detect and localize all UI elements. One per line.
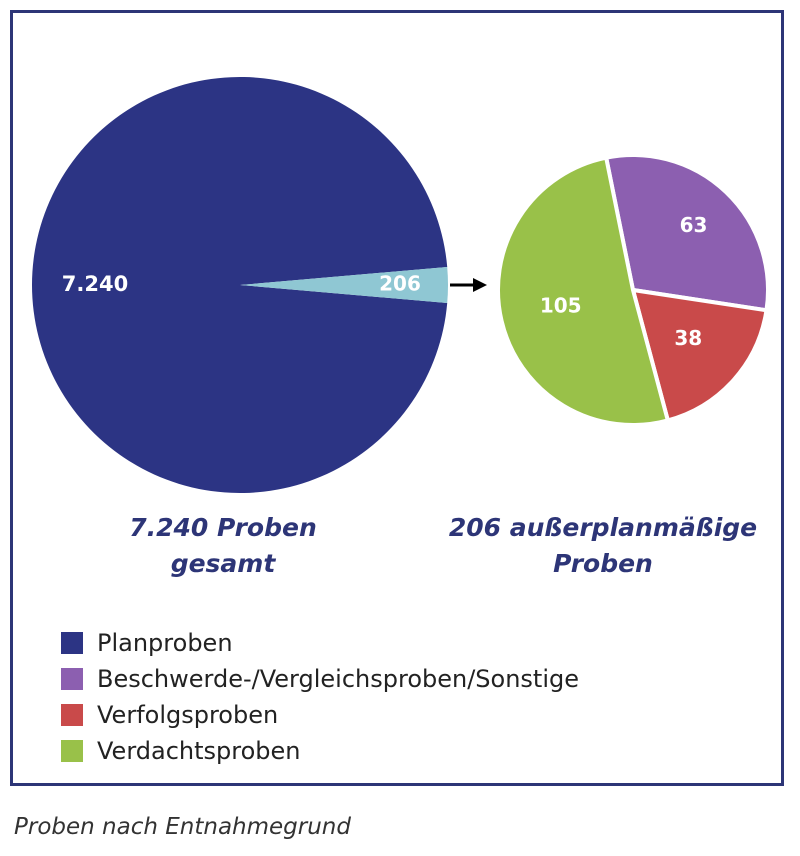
legend-item: Beschwerde-/Vergleichsproben/Sonstige [61, 661, 579, 697]
pie1-caption-line2: gesamt [170, 549, 276, 578]
pie2-label-beschwerde: 63 [680, 213, 708, 237]
legend-item: Verdachtsproben [61, 733, 579, 769]
pie2-slice-verdachtsproben [496, 155, 670, 427]
legend-item: Verfolgsproben [61, 697, 579, 733]
pie1-slice-ausserplanmaessig [240, 266, 448, 304]
legend: Planproben Beschwerde-/Vergleichsproben/… [61, 625, 579, 769]
pie1-slice-planproben [31, 76, 448, 494]
legend-item: Planproben [61, 625, 579, 661]
legend-swatch [61, 704, 83, 726]
pie-charts: 7.240 206 63 38 105 [31, 76, 770, 494]
pie1-label-ausserplanmaessig: 206 [379, 272, 421, 296]
legend-swatch [61, 668, 83, 690]
legend-label: Planproben [97, 629, 233, 657]
pie2-label-verfolgsproben: 38 [674, 326, 702, 350]
pie2-slice-verfolgsproben [631, 288, 769, 423]
pie1-caption-line1: 7.240 Proben [129, 513, 317, 542]
legend-label: Verdachtsproben [97, 737, 301, 765]
legend-swatch [61, 740, 83, 762]
legend-swatch [61, 632, 83, 654]
pie1-label-planproben: 7.240 [62, 272, 128, 296]
chart-frame: 7.240 206 63 38 105 7.240 Proben gesamt 206 … [10, 10, 784, 786]
legend-label: Beschwerde-/Vergleichsproben/Sonstige [97, 665, 580, 693]
pie2-label-verdachtsproben: 105 [540, 293, 582, 317]
pie2-caption: 206 außerplanmäßige Proben [443, 510, 763, 582]
pie2-slice-beschwerde [604, 153, 770, 313]
arrow-head-icon [473, 278, 487, 292]
figure-caption: Proben nach Entnahmegrund [14, 814, 351, 840]
legend-label: Verfolgsproben [97, 701, 279, 729]
pie1-caption: 7.240 Proben gesamt [93, 510, 353, 582]
pie2-caption-line2: Proben [553, 549, 653, 578]
pie2-caption-line1: 206 außerplanmäßige [448, 513, 758, 542]
